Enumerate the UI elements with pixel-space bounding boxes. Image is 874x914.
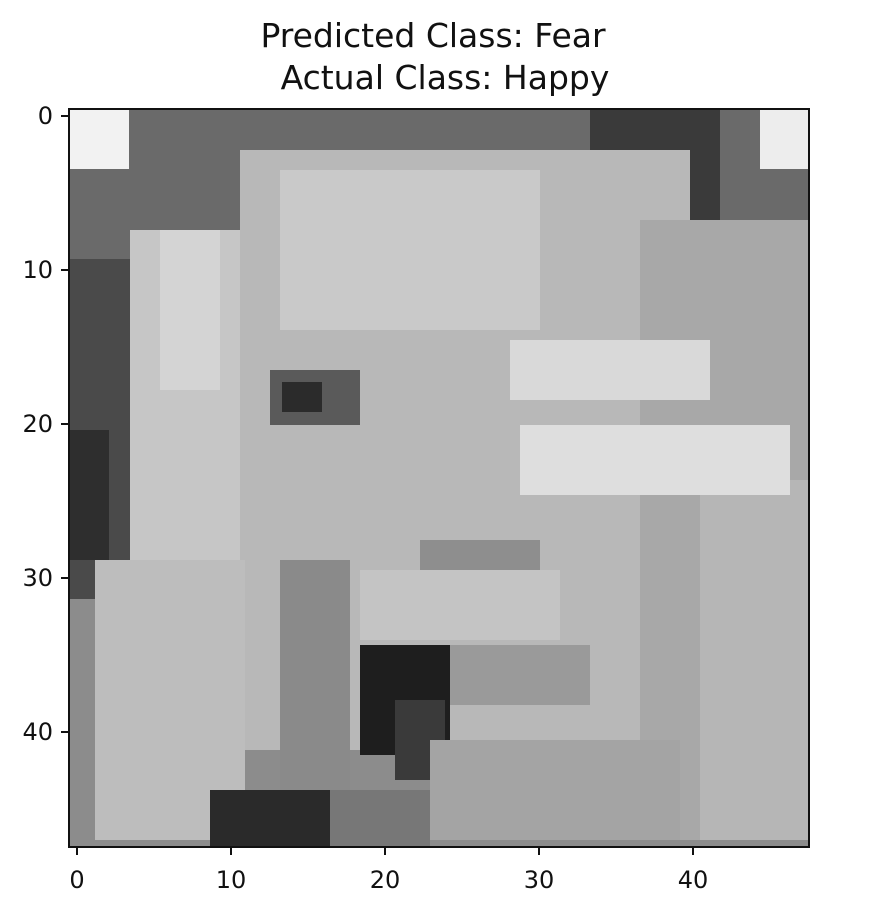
axes-frame bbox=[68, 108, 810, 848]
x-tick-label: 30 bbox=[524, 866, 555, 894]
x-tick-label: 10 bbox=[216, 866, 247, 894]
x-tick-label: 20 bbox=[370, 866, 401, 894]
y-tick-label: 40 bbox=[22, 718, 53, 746]
y-tick-label: 10 bbox=[22, 256, 53, 284]
actual-class-title: Actual Class: Happy bbox=[280, 58, 610, 97]
x-axis: 0 10 20 30 40 bbox=[69, 847, 708, 894]
x-tick-label: 0 bbox=[69, 866, 84, 894]
predicted-class-title: Predicted Class: Fear bbox=[260, 16, 606, 55]
y-tick-label: 30 bbox=[22, 564, 53, 592]
y-axis: 0 10 20 30 40 bbox=[22, 102, 69, 746]
face-image bbox=[69, 109, 809, 846]
y-tick-label: 0 bbox=[38, 102, 53, 130]
y-tick-label: 20 bbox=[22, 410, 53, 438]
x-tick-label: 40 bbox=[678, 866, 709, 894]
